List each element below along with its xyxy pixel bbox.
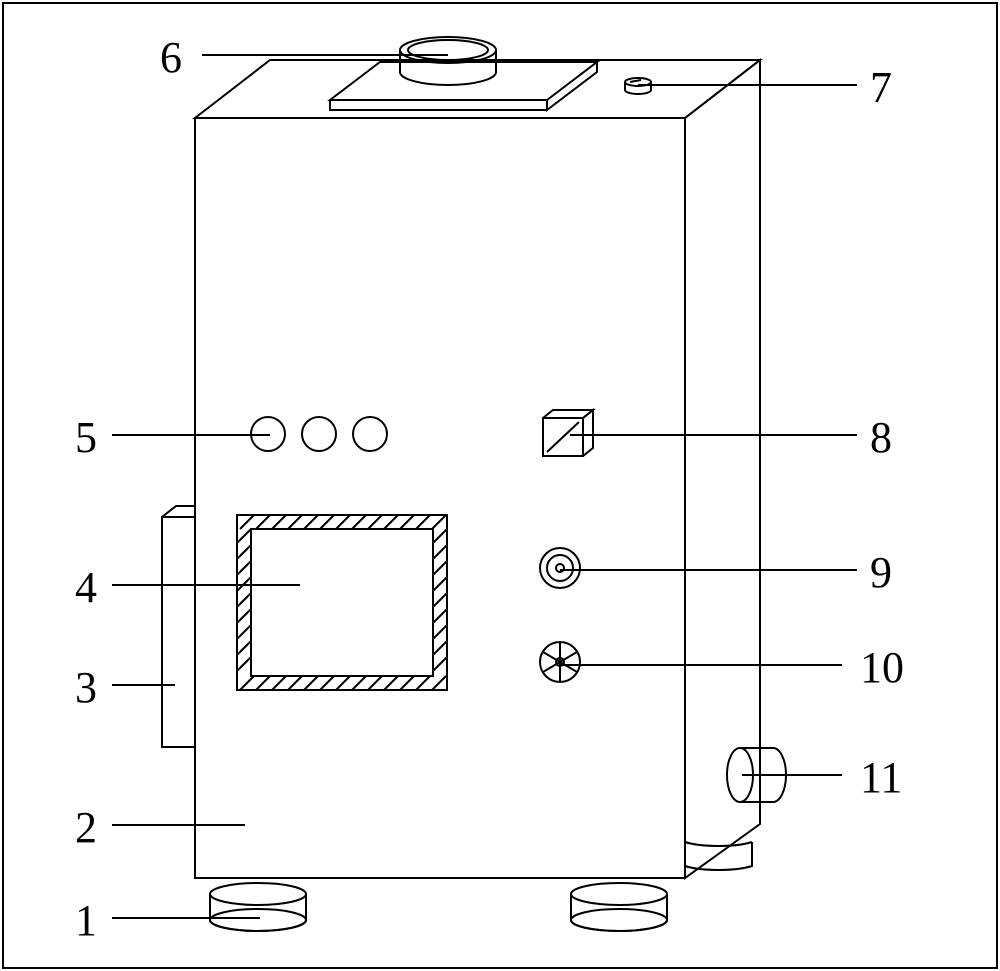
technical-diagram [0, 0, 1000, 971]
label-1: 1 [75, 895, 97, 946]
top-plate-front [330, 100, 547, 110]
small-cylinder-detail [630, 80, 641, 82]
small-cylinder-side [625, 82, 651, 94]
label-9: 9 [870, 547, 892, 598]
foot-front-right [571, 883, 667, 931]
knob-3 [353, 417, 387, 451]
frame [3, 3, 997, 968]
square-window-side [583, 410, 593, 456]
label-10: 10 [860, 642, 904, 693]
top-cylinder-inner [408, 40, 488, 60]
square-window-diag [547, 422, 579, 452]
leader-lines [112, 55, 857, 918]
foot-back-right [685, 842, 752, 870]
dial1-mid [547, 555, 573, 581]
side-panel-front [162, 517, 195, 747]
label-4: 4 [75, 562, 97, 613]
label-2: 2 [75, 802, 97, 853]
side-panel-top [162, 506, 195, 517]
hatch-lines [237, 515, 447, 690]
label-5: 5 [75, 412, 97, 463]
top-plate-top [330, 62, 597, 100]
box-front-face [195, 118, 685, 878]
foot-front-left [210, 883, 306, 931]
top-plate-side [547, 62, 597, 110]
label-7: 7 [870, 62, 892, 113]
label-6: 6 [160, 32, 182, 83]
label-3: 3 [75, 662, 97, 713]
hatch-window-inner [251, 529, 433, 676]
hatch-window-outer [237, 515, 447, 690]
dial2-spokes [543, 642, 577, 682]
label-11: 11 [860, 752, 902, 803]
label-8: 8 [870, 412, 892, 463]
knob-2 [302, 417, 336, 451]
